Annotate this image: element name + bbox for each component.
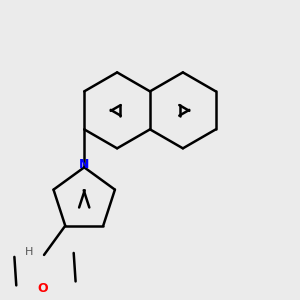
Text: N: N <box>79 158 89 170</box>
Text: H: H <box>25 247 33 256</box>
Text: O: O <box>37 282 48 295</box>
